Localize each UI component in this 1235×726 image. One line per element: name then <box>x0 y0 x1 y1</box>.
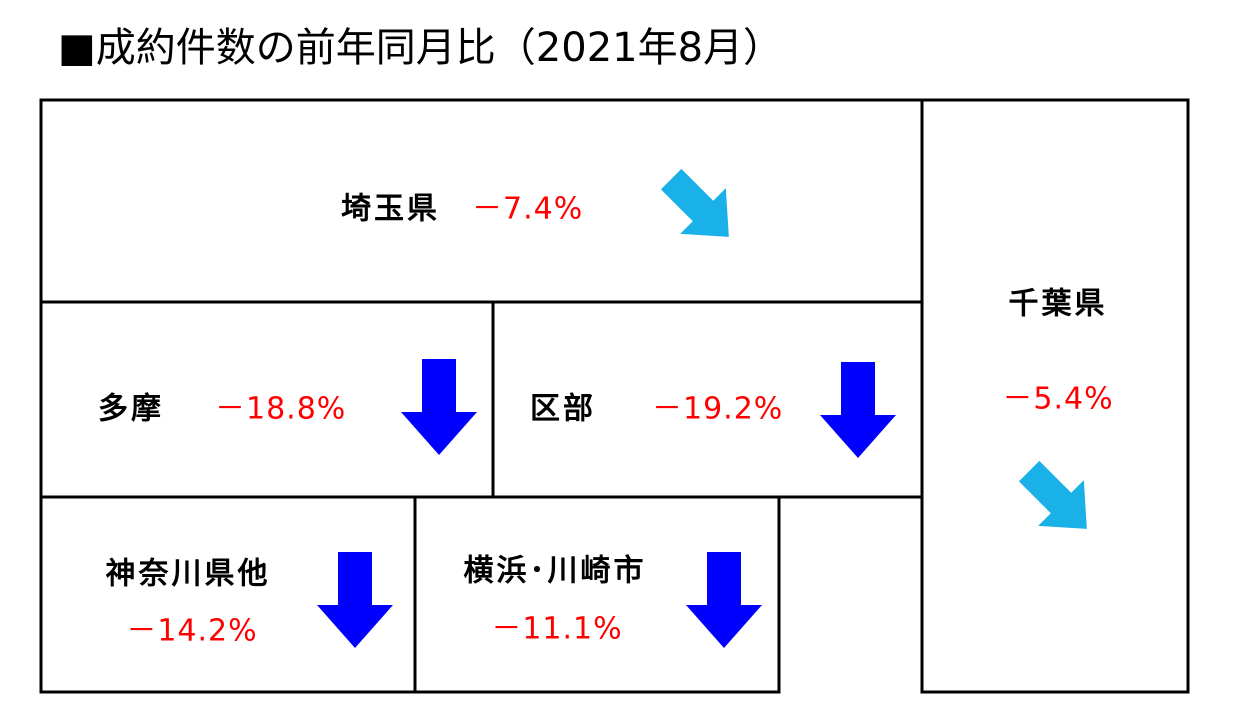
arrow <box>1018 460 1087 529</box>
node-change: －11.1% <box>491 612 622 647</box>
node-label: 区部 <box>530 392 596 427</box>
node-change: －14.2% <box>126 614 257 649</box>
node-label: 横浜･川崎市 <box>464 554 647 589</box>
box-saitama <box>39 98 924 304</box>
node-label: 埼玉県 <box>341 192 440 227</box>
arrow <box>660 168 729 237</box>
node-label: 多摩 <box>98 392 164 427</box>
node-change: －19.2% <box>652 392 783 427</box>
arrow <box>317 552 393 648</box>
arrow <box>401 359 477 455</box>
node-label: 千葉県 <box>1009 287 1108 322</box>
node-change: －5.4% <box>1002 382 1113 417</box>
node-label: 神奈川県他 <box>106 557 271 592</box>
box-chiba <box>920 98 1190 694</box>
arrow <box>820 362 896 458</box>
arrow <box>686 552 762 648</box>
box-tama <box>39 300 495 499</box>
node-change: －7.4% <box>472 192 583 227</box>
node-change: －18.8% <box>215 392 346 427</box>
title: ■成約件数の前年同月比（2021年8月） <box>58 25 783 71</box>
